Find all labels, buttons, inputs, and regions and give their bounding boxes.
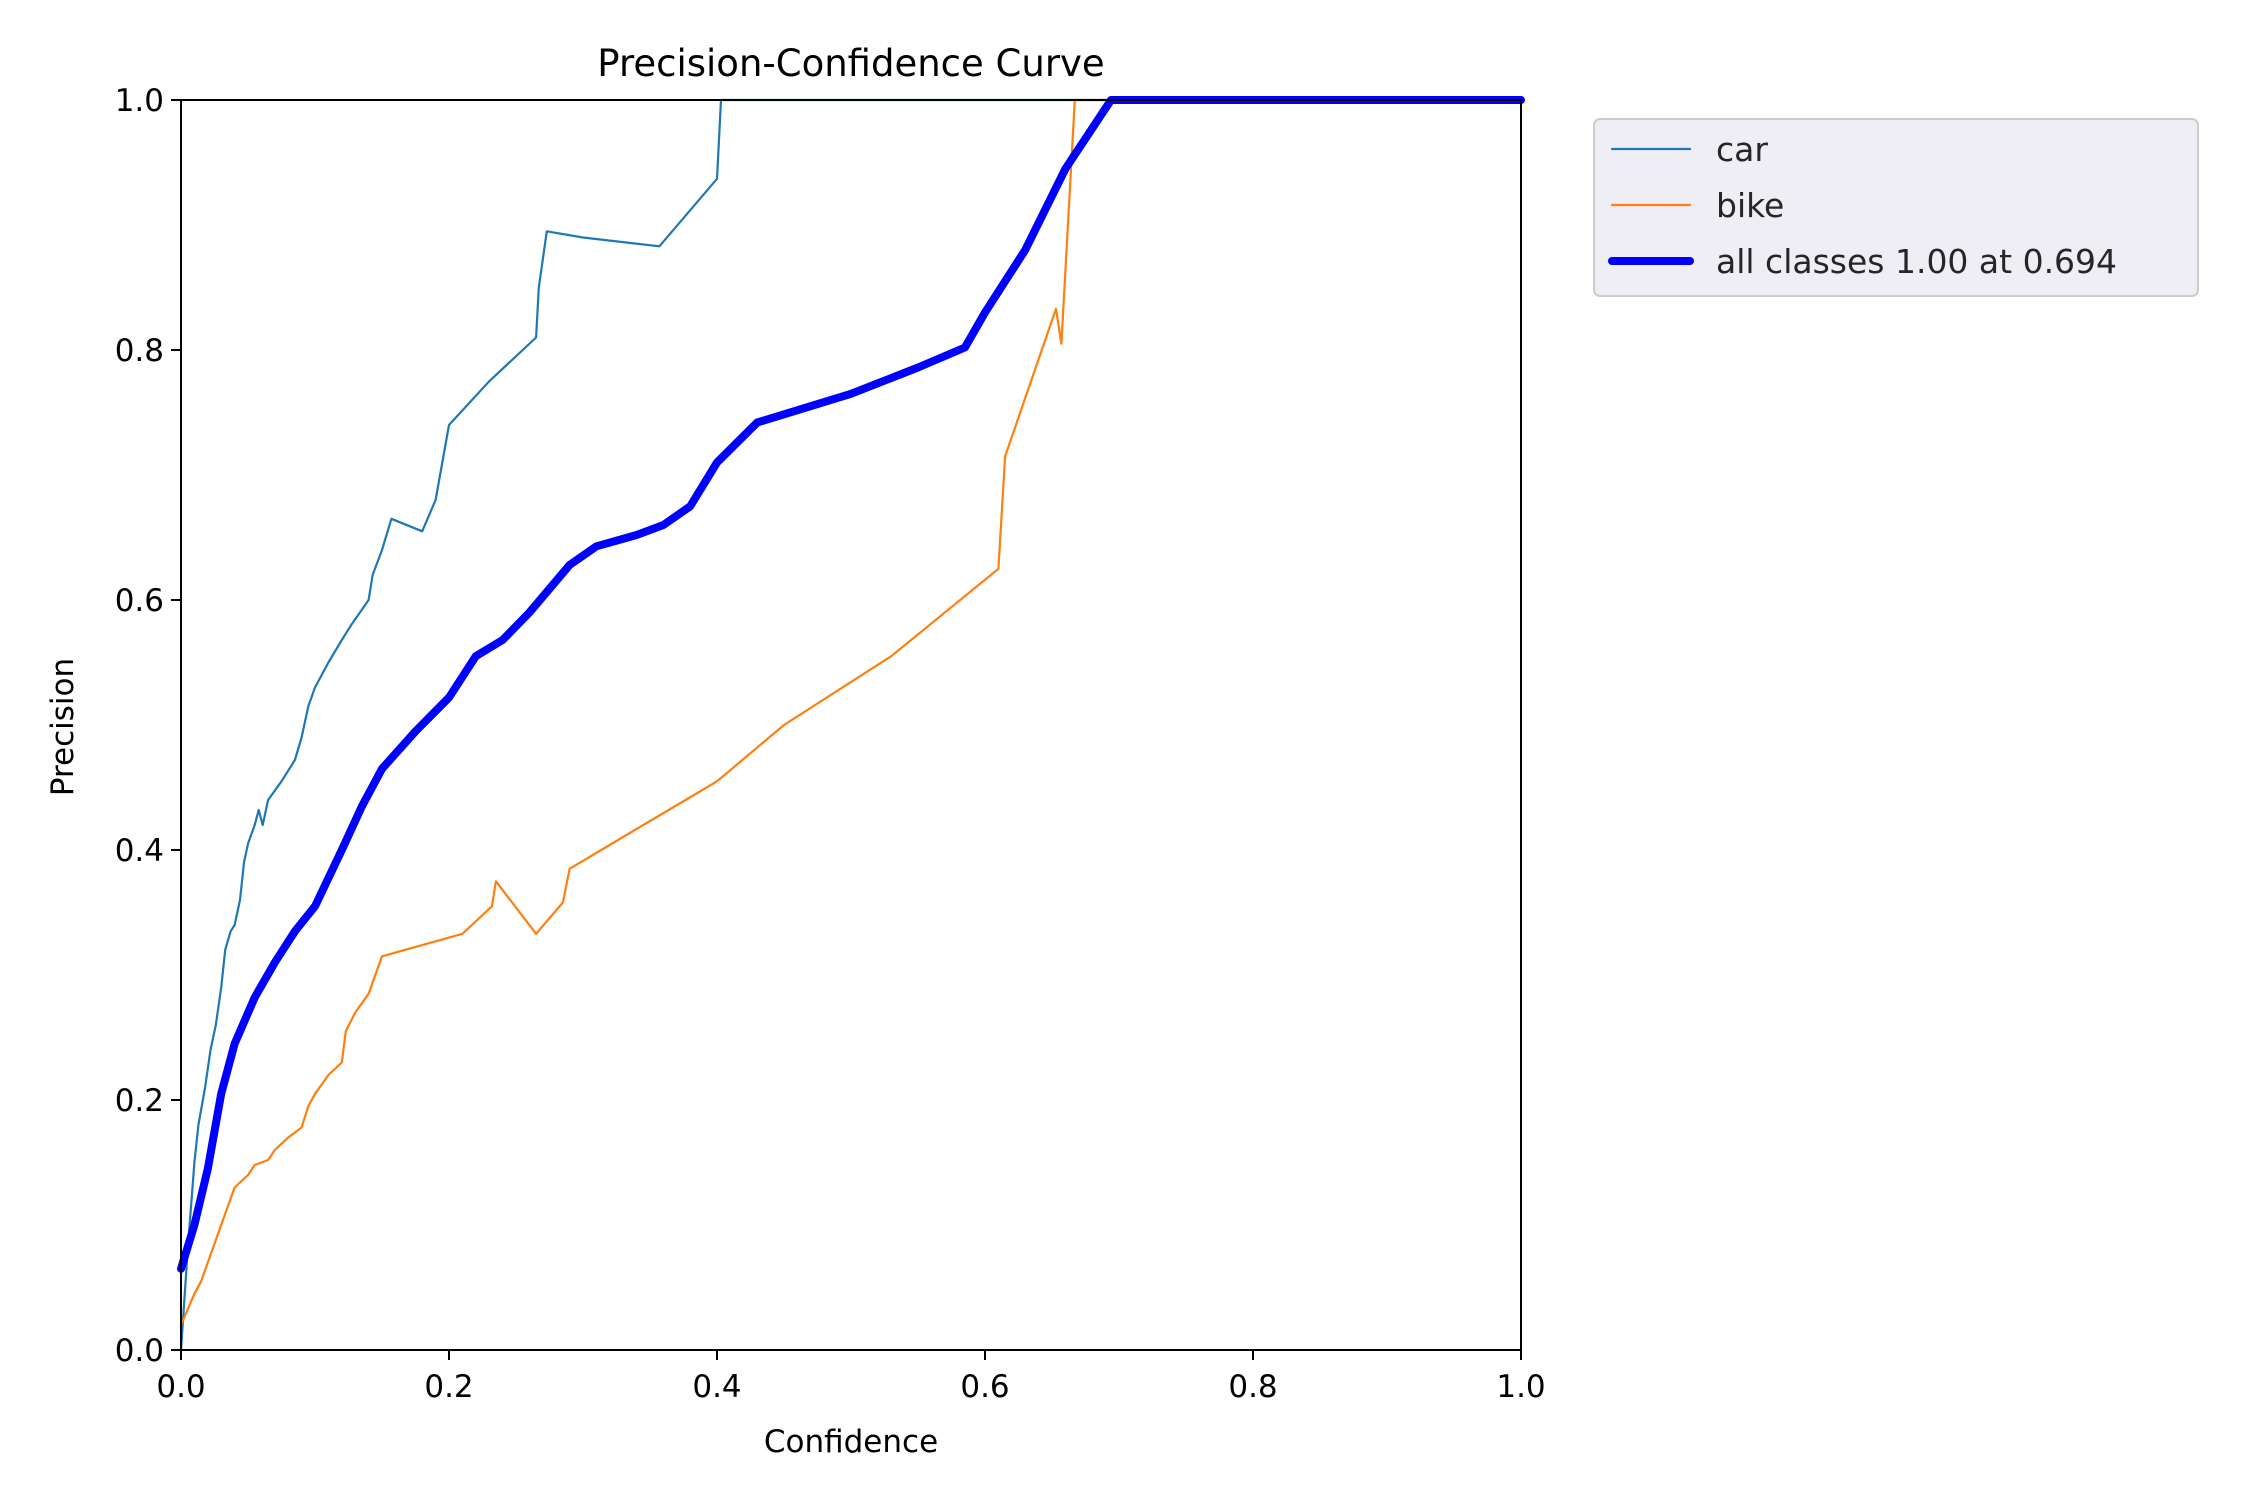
y-axis-ticks: 0.0 0.2 0.4 0.6 0.8 1.0 <box>115 83 181 1369</box>
x-tick-label: 1.0 <box>1496 1369 1545 1405</box>
y-tick-label: 0.6 <box>115 583 164 619</box>
plot-background <box>181 100 1521 1350</box>
legend-box <box>1593 118 2199 297</box>
series-line-bike <box>179 98 1523 1327</box>
y-tick-label: 0.0 <box>115 1333 164 1369</box>
y-tick-label: 0.2 <box>115 1083 164 1119</box>
x-tick-label: 0.8 <box>1228 1369 1277 1405</box>
y-axis-label: Precision <box>45 658 81 796</box>
legend-label: all classes 1.00 at 0.694 <box>1716 242 2117 281</box>
y-tick-label: 1.0 <box>115 83 164 119</box>
plot-area <box>177 96 1525 1352</box>
series-line-all <box>177 96 1525 1273</box>
series-layer <box>177 96 1525 1352</box>
x-tick-label: 0.2 <box>424 1369 473 1405</box>
y-tick-label: 0.4 <box>115 833 164 869</box>
x-tick-label: 0.4 <box>692 1369 741 1405</box>
series-line-car <box>179 98 1523 1352</box>
legend-items: car bike all classes 1.00 at 0.694 <box>1608 130 2117 281</box>
x-tick-label: 0.6 <box>960 1369 1009 1405</box>
x-axis-label: Confidence <box>764 1424 938 1460</box>
legend-label: bike <box>1716 186 1784 225</box>
x-axis-ticks: 0.0 0.2 0.4 0.6 0.8 1.0 <box>156 1350 1546 1405</box>
legend-label: car <box>1716 130 1768 169</box>
chart-title: Precision-Confidence Curve <box>597 42 1104 85</box>
y-tick-label: 0.8 <box>115 333 164 369</box>
x-tick-label: 0.0 <box>156 1369 205 1405</box>
legend: car bike all classes 1.00 at 0.694 <box>1593 118 2199 297</box>
plot-frame <box>180 99 1522 1351</box>
